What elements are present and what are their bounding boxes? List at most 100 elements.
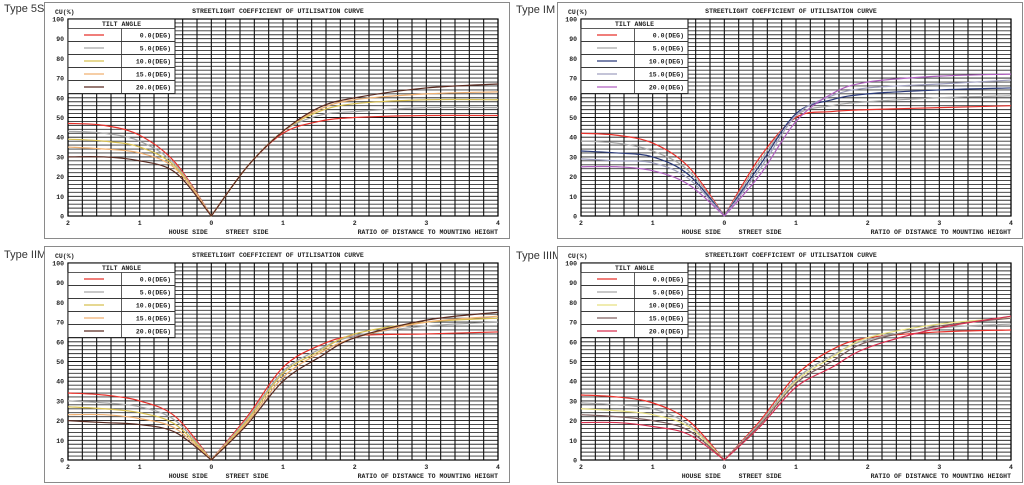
legend-title: TILT ANGLE <box>102 21 141 28</box>
y-tick-label: 70 <box>569 320 577 327</box>
x-tick-label: 1 <box>651 220 655 227</box>
y-tick-label: 40 <box>569 135 577 142</box>
x-axis-label-street-side: STREET SIDE <box>739 229 782 236</box>
legend-title: TILT ANGLE <box>102 265 141 272</box>
x-tick-label: 0 <box>209 220 213 227</box>
legend-label: 15.0(DEG) <box>649 71 684 78</box>
chart-iim: STREETLIGHT COEFFICIENT OF UTILISATION C… <box>52 252 500 480</box>
x-tick-label: 1 <box>138 464 142 471</box>
chart-title: STREETLIGHT COEFFICIENT OF UTILISATION C… <box>192 8 364 15</box>
x-axis-label-street-side: STREET SIDE <box>226 229 269 236</box>
y-tick-label: 70 <box>56 76 64 83</box>
x-tick-label: 2 <box>579 464 583 471</box>
y-tick-label: 100 <box>52 261 64 268</box>
grid <box>67 18 499 217</box>
chart-panel-5s: STREETLIGHT COEFFICIENT OF UTILISATION C… <box>44 2 510 239</box>
chart-panel-iiim: STREETLIGHT COEFFICIENT OF UTILISATION C… <box>557 246 1023 483</box>
y-tick-label: 80 <box>569 300 577 307</box>
y-tick-label: 20 <box>569 418 577 425</box>
y-tick-label: 90 <box>569 36 577 43</box>
plot-frame <box>580 262 1012 461</box>
y-axis-label: CU(%) <box>55 253 75 260</box>
x-tick-label: 0 <box>722 220 726 227</box>
series-line-house-side <box>67 122 212 217</box>
y-tick-label: 80 <box>569 56 577 63</box>
series-line-house-side <box>580 132 725 217</box>
x-tick-label: 3 <box>424 220 428 227</box>
y-tick-label: 90 <box>569 280 577 287</box>
y-tick-label: 60 <box>569 95 577 102</box>
x-axis-label-house-side: HOUSE SIDE <box>169 229 208 236</box>
series-line-street-side <box>210 321 499 461</box>
series-line-street-side <box>210 311 499 461</box>
series-line-street-side <box>210 315 499 461</box>
y-tick-label: 40 <box>56 135 64 142</box>
y-tick-label: 30 <box>56 154 64 161</box>
y-tick-label: 30 <box>569 154 577 161</box>
series-line-street-side <box>723 79 1012 217</box>
panel-label-im: Type IM <box>516 4 556 16</box>
x-tick-label: 4 <box>1009 464 1013 471</box>
panel-label-iim: Type IIM <box>4 249 47 261</box>
legend-label: 10.0(DEG) <box>136 302 171 309</box>
x-tick-label: 4 <box>496 220 500 227</box>
y-tick-label: 50 <box>56 359 64 366</box>
legend-label: 5.0(DEG) <box>653 289 684 296</box>
series-line-street-side <box>210 331 499 461</box>
y-axis-label: CU(%) <box>55 9 75 16</box>
legend-label: 10.0(DEG) <box>649 302 684 309</box>
chart-title: STREETLIGHT COEFFICIENT OF UTILISATION C… <box>705 252 877 259</box>
series-line-house-side <box>580 158 725 217</box>
series-line-house-side <box>580 140 725 217</box>
legend-label: 20.0(DEG) <box>136 328 171 335</box>
y-tick-label: 40 <box>56 379 64 386</box>
legend: TILT ANGLE 0.0(DEG) 5.0(DEG) 10.0(DEG) 15.0(… <box>580 18 689 95</box>
x-axis-label-house-side: HOUSE SIDE <box>169 473 208 480</box>
series-line-house-side <box>580 414 725 461</box>
series-line-street-side <box>723 73 1012 217</box>
series-line-house-side <box>67 400 212 461</box>
y-tick-label: 100 <box>565 17 577 24</box>
x-axis-label: RATIO OF DISTANCE TO MOUNTING HEIGHT <box>358 229 499 236</box>
x-tick-label: 2 <box>353 220 357 227</box>
y-tick-label: 80 <box>56 300 64 307</box>
x-tick-label: 4 <box>1009 220 1013 227</box>
legend-row <box>580 324 689 338</box>
x-axis-label-street-side: STREET SIDE <box>226 473 269 480</box>
y-tick-label: 40 <box>569 379 577 386</box>
y-tick-label: 60 <box>56 339 64 346</box>
series-line-street-side <box>723 95 1012 217</box>
y-tick-label: 70 <box>569 76 577 83</box>
y-tick-label: 50 <box>569 359 577 366</box>
x-axis-label: RATIO OF DISTANCE TO MOUNTING HEIGHT <box>358 473 499 480</box>
series-line-house-side <box>580 408 725 461</box>
legend-label: 10.0(DEG) <box>136 58 171 65</box>
x-tick-label: 0 <box>722 464 726 471</box>
y-tick-label: 0 <box>60 458 64 465</box>
y-axis-label: CU(%) <box>568 253 588 260</box>
legend-label: 0.0(DEG) <box>140 276 171 283</box>
legend-label: 20.0(DEG) <box>649 84 684 91</box>
legend-title: TILT ANGLE <box>615 21 654 28</box>
x-axis-label: RATIO OF DISTANCE TO MOUNTING HEIGHT <box>871 229 1012 236</box>
y-tick-label: 10 <box>569 438 577 445</box>
series-line-street-side <box>723 317 1012 461</box>
legend: TILT ANGLE 0.0(DEG) 5.0(DEG) 10.0(DEG) 15.0(… <box>67 262 176 339</box>
x-tick-label: 2 <box>866 464 870 471</box>
series-line-street-side <box>723 329 1012 461</box>
series-line-house-side <box>580 150 725 217</box>
chart-5s: STREETLIGHT COEFFICIENT OF UTILISATION C… <box>52 8 500 236</box>
plot-frame <box>67 262 499 461</box>
grid <box>580 262 1012 461</box>
y-tick-label: 10 <box>56 438 64 445</box>
legend-label: 15.0(DEG) <box>136 315 171 322</box>
series-line-house-side <box>67 420 212 461</box>
chart-panel-iim: STREETLIGHT COEFFICIENT OF UTILISATION C… <box>44 246 510 483</box>
x-tick-label: 1 <box>651 464 655 471</box>
chart-im: STREETLIGHT COEFFICIENT OF UTILISATION C… <box>565 8 1013 236</box>
series-line-house-side <box>67 146 212 217</box>
legend-label: 5.0(DEG) <box>140 45 171 52</box>
y-tick-label: 70 <box>56 320 64 327</box>
y-tick-label: 90 <box>56 36 64 43</box>
legend-title: TILT ANGLE <box>615 265 654 272</box>
